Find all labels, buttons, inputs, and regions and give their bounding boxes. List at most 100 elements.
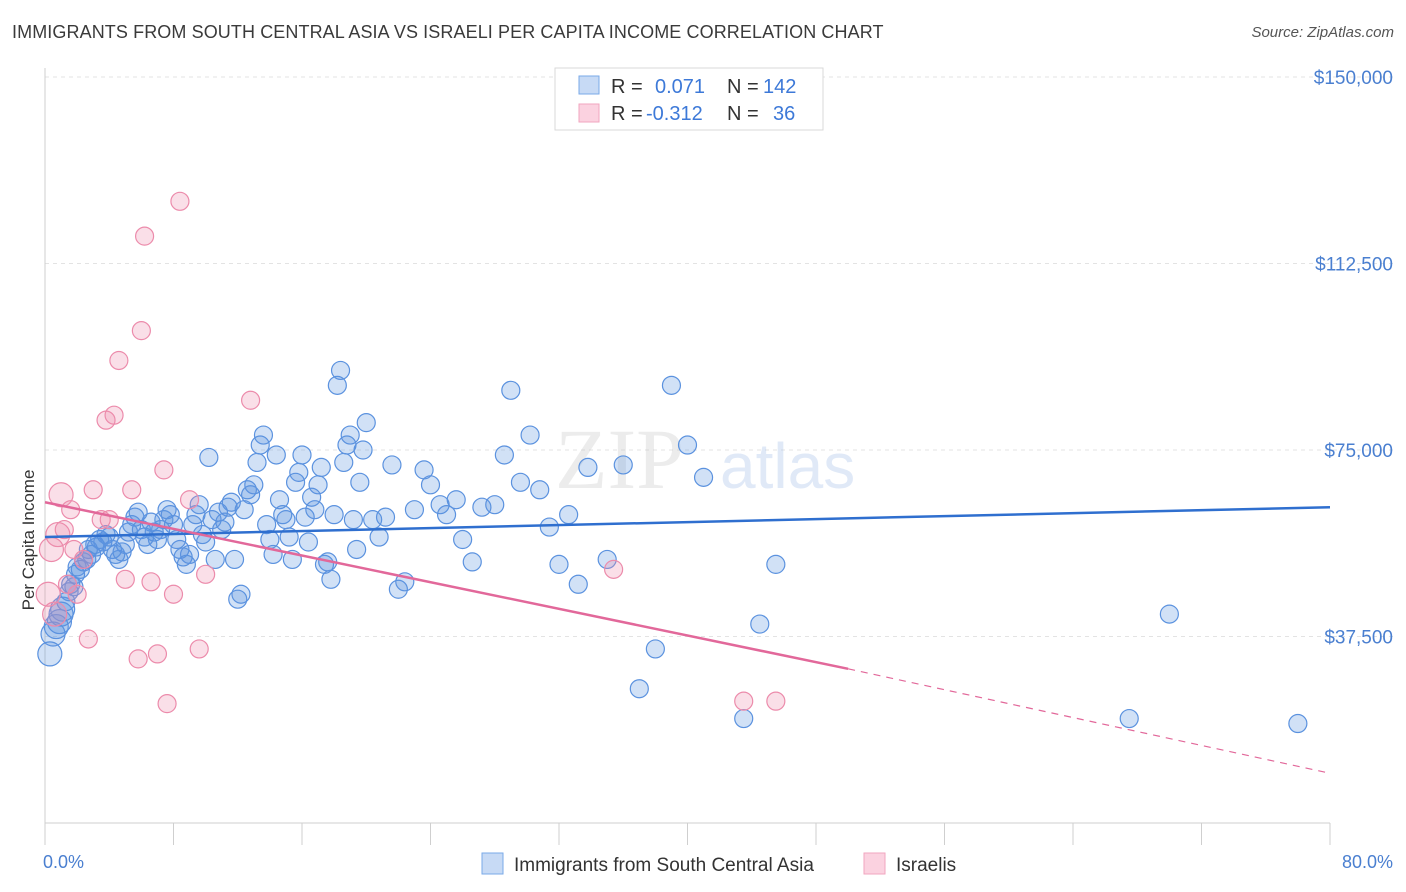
source-label: Source: ZipAtlas.com bbox=[1251, 24, 1394, 41]
data-point bbox=[170, 191, 190, 211]
axes bbox=[44, 68, 1331, 845]
data-point bbox=[597, 549, 617, 570]
data-point bbox=[520, 425, 540, 445]
data-point bbox=[83, 480, 103, 500]
y-tick-label: $112,500 bbox=[1315, 255, 1393, 276]
data-point bbox=[1119, 708, 1139, 729]
data-point bbox=[324, 505, 344, 525]
data-point bbox=[122, 480, 142, 500]
data-point bbox=[141, 572, 161, 592]
data-point bbox=[327, 375, 347, 395]
data-point bbox=[462, 552, 482, 572]
trendlines bbox=[44, 500, 1331, 774]
y-tick-label: $150,000 bbox=[1314, 68, 1393, 89]
legend-swatch-pink bbox=[578, 103, 600, 123]
data-point bbox=[157, 694, 177, 714]
data-point bbox=[37, 641, 63, 667]
trendline-pink-extension bbox=[847, 668, 1331, 774]
y-tick-labels: $37,500 $75,000 $112,500 $150,000 bbox=[1314, 68, 1393, 649]
legend-n-value-1: 142 bbox=[763, 76, 796, 98]
data-point bbox=[677, 435, 698, 455]
legend-r-label-2: R = bbox=[611, 103, 643, 125]
data-point bbox=[67, 584, 87, 604]
data-point bbox=[420, 475, 441, 495]
data-point bbox=[559, 505, 579, 525]
data-point bbox=[334, 452, 354, 473]
x-tick-label-max: 80.0% bbox=[1342, 852, 1393, 872]
data-point bbox=[215, 512, 235, 532]
y-axis-label: Per Capita Income bbox=[19, 470, 38, 611]
data-point bbox=[353, 440, 373, 460]
watermark: ZIP atlas bbox=[555, 411, 855, 507]
x-tick-label-min: 0.0% bbox=[43, 852, 84, 872]
data-point bbox=[241, 390, 261, 410]
trendline-pink bbox=[44, 500, 849, 671]
data-point bbox=[276, 510, 296, 530]
data-point bbox=[530, 480, 550, 500]
bottom-legend: Immigrants from South Central Asia Israe… bbox=[481, 852, 956, 876]
data-point bbox=[247, 452, 267, 473]
trendline-blue bbox=[44, 505, 1331, 539]
data-point bbox=[163, 584, 184, 604]
data-point bbox=[205, 549, 225, 570]
data-point bbox=[231, 584, 251, 604]
gridlines bbox=[45, 76, 1395, 637]
data-point bbox=[179, 544, 200, 565]
bottom-legend-label-blue: Immigrants from South Central Asia bbox=[514, 855, 814, 876]
series-israelis bbox=[35, 191, 786, 714]
data-point bbox=[629, 679, 649, 699]
data-point bbox=[128, 649, 148, 669]
data-point bbox=[253, 425, 274, 445]
data-point bbox=[645, 639, 665, 659]
data-point bbox=[330, 360, 351, 381]
data-point bbox=[154, 460, 174, 480]
legend-swatch-blue bbox=[578, 75, 600, 95]
data-point bbox=[109, 350, 129, 371]
data-point bbox=[115, 569, 135, 589]
data-point bbox=[189, 495, 209, 515]
data-point bbox=[308, 475, 328, 495]
data-point bbox=[78, 629, 98, 649]
data-point bbox=[54, 519, 74, 540]
x-tick-labels: 0.0% 80.0% bbox=[43, 852, 1393, 872]
data-point bbox=[340, 425, 360, 445]
data-point bbox=[766, 554, 786, 574]
data-point bbox=[42, 601, 68, 627]
data-point bbox=[693, 467, 714, 487]
data-point bbox=[446, 490, 466, 510]
watermark-zip: ZIP bbox=[555, 411, 684, 507]
bottom-legend-swatch-pink bbox=[863, 852, 886, 875]
data-point bbox=[578, 457, 598, 478]
data-point bbox=[766, 691, 786, 711]
data-point bbox=[604, 559, 624, 579]
legend-frame bbox=[554, 67, 824, 131]
legend-r-value-2: -0.312 bbox=[646, 103, 703, 125]
legend-n-value-2: 36 bbox=[773, 103, 795, 125]
data-point bbox=[453, 529, 473, 550]
data-point bbox=[131, 321, 151, 341]
data-point bbox=[189, 639, 209, 659]
data-point bbox=[1159, 604, 1179, 624]
data-point bbox=[613, 455, 633, 475]
data-point bbox=[244, 475, 264, 495]
data-point bbox=[57, 574, 78, 594]
data-point bbox=[375, 507, 396, 527]
data-point bbox=[73, 549, 94, 570]
data-point bbox=[356, 413, 376, 433]
data-point bbox=[104, 405, 124, 425]
data-point bbox=[134, 226, 155, 246]
data-point bbox=[494, 445, 514, 465]
data-point bbox=[305, 500, 325, 520]
data-point bbox=[343, 510, 363, 530]
data-point bbox=[750, 614, 770, 634]
data-point bbox=[311, 457, 331, 478]
legend-r-value-1: 0.071 bbox=[655, 76, 705, 98]
data-point bbox=[539, 517, 559, 537]
data-point bbox=[35, 581, 61, 607]
data-point bbox=[510, 472, 531, 492]
legend-n-label-1: N = bbox=[727, 76, 759, 98]
data-point bbox=[46, 608, 73, 635]
stats-legend: R = 0.071 N = 142 R = -0.312 N = 36 bbox=[554, 67, 824, 131]
data-point bbox=[350, 472, 370, 492]
chart-title: IMMIGRANTS FROM SOUTH CENTRAL ASIA VS IS… bbox=[12, 22, 884, 42]
